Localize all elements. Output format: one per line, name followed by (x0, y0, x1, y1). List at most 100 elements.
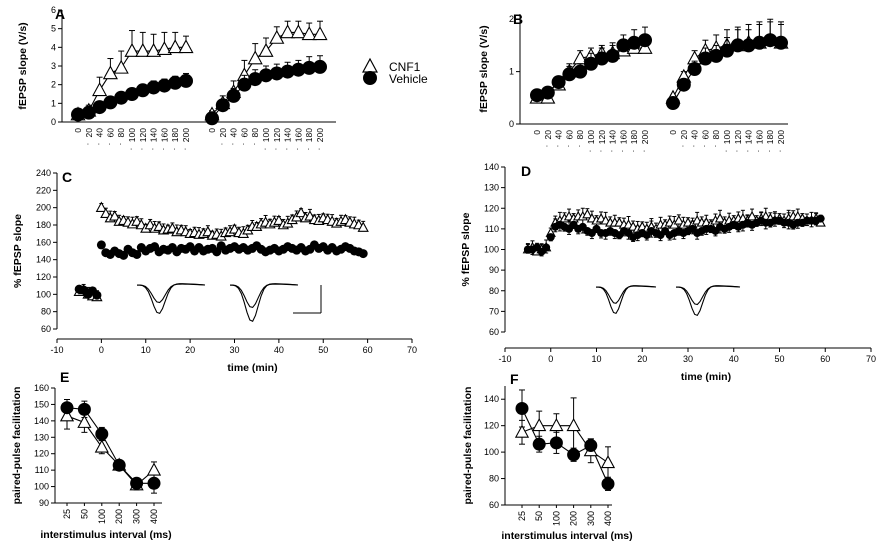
panel-d-y-tick-label: 60 (489, 327, 499, 337)
panel-c-x-tick-label: 0 (99, 345, 104, 355)
panel-a-x-tick-mark: . (152, 142, 154, 152)
panel-a-cnf1-point (290, 24, 306, 39)
panel-e-y-tick-label: 100 (34, 482, 49, 492)
panel-c-cnf1-point (295, 206, 307, 218)
panel-b-x-tick-mark: . (747, 144, 749, 154)
panel-c-inset-vehicle-trace-pre (229, 283, 299, 309)
panel-c-y-tick-label: 180 (36, 220, 51, 230)
panel-a-vehicle-point (226, 88, 241, 103)
panel-a-x-tick-mark: . (98, 136, 100, 146)
panel-f-x-tick-label: 100 (551, 511, 561, 526)
panel-b-vehicle-point (594, 51, 609, 66)
panel-c-cnf1-point (109, 210, 121, 221)
panel-a-cnf1-point (167, 39, 183, 54)
panel-a-x-tick-label: 60 (105, 128, 115, 138)
panel-a-x-tick-mark: . (275, 142, 277, 152)
panel-a-cnf1-point (146, 42, 162, 57)
panel-a-x-tick-label: 60 (239, 128, 249, 138)
panel-a-y-tick-label: 3 (51, 61, 56, 71)
panel-a-x-tick-mark: . (318, 142, 320, 152)
legend-cnf1-marker (361, 57, 379, 73)
panel-e-y-tick-label: 140 (34, 416, 49, 426)
panel-f-cnf1-point (566, 418, 581, 432)
panel-a-y-label: fEPSP slope (V/s) (17, 22, 29, 109)
panel-a-x-tick-label: 20 (84, 128, 94, 138)
panel-c-y-tick-label: 140 (36, 255, 51, 265)
panel-c-y-tick-label: 220 (36, 185, 51, 195)
panel-c-y-tick-label: 120 (36, 272, 51, 282)
panel-f-y-tick-label: 60 (489, 500, 499, 510)
panel-d-vehicle-point (816, 214, 825, 223)
panel-a-x-tick-label: 140 (283, 128, 293, 142)
panel-a-x-tick-label: 80 (250, 128, 260, 138)
panel-b-vehicle-point (584, 56, 598, 71)
panel-b-vehicle-point (730, 38, 745, 53)
panel-f-vehicle-point (584, 439, 598, 452)
panel-c-y-tick-label: 240 (36, 168, 51, 178)
panel-f-x-tick-label: 300 (586, 511, 596, 526)
panel-a-x-tick-label: 160 (293, 128, 303, 142)
panel-a-vehicle-point (280, 64, 295, 79)
panel-a-x-tick-mark: . (242, 136, 244, 146)
panel-b-vehicle-point (562, 67, 577, 82)
panel-a-vehicle-point (179, 73, 193, 88)
panel-a-x-tick-label: 120 (272, 128, 282, 142)
panel-b-y-label: fEPSP slope (V/s) (478, 25, 490, 112)
panel-a-cnf1-point (135, 42, 151, 57)
panel-c-y-tick-label: 160 (36, 237, 51, 247)
panel-b-x-tick-mark: . (682, 138, 684, 148)
panel-f-y-tick-label: 80 (489, 474, 499, 484)
panel-b-vehicle-point (638, 33, 652, 48)
panel-a-x-tick-label: 200 (181, 128, 191, 142)
panel-a-cnf1-point (92, 82, 108, 97)
panel-b-vehicle-point (741, 38, 756, 53)
panel-a-y-tick-label: 0 (51, 117, 56, 127)
panel-a-x-tick-label: 80 (116, 128, 126, 138)
panel-e-cnf1-point (59, 408, 75, 422)
panel-d-x-tick-label: 0 (548, 354, 553, 364)
panel-d-x-tick-label: 20 (637, 354, 647, 364)
panel-e-x-tick-label: 25 (62, 509, 72, 519)
panel-a-cnf1-point (113, 59, 129, 74)
panel-e-y-label: paired-pulse facilitation (11, 387, 23, 505)
panel-b-x-tick-label: 0 (532, 130, 542, 135)
panel-b-vehicle-point (551, 75, 566, 90)
panel-b-vehicle-point (530, 88, 544, 103)
panel-a-cnf1-point (247, 50, 263, 65)
panel-b-x-tick-label: 120 (733, 130, 743, 144)
panel-a-y-tick-label: 4 (51, 42, 56, 52)
legend-vehicle-marker (363, 71, 377, 85)
panel-c-x-label: time (min) (227, 362, 277, 374)
panel-f-x-tick-label: 400 (603, 511, 613, 526)
panel-e-x-tick-label: 200 (114, 509, 124, 524)
panel-c-cnf1-point (95, 201, 108, 212)
panel-a-vehicle-point (157, 78, 172, 93)
panel-b-x-tick-label: 180 (765, 130, 775, 144)
panel-f-x-label: interstimulus interval (ms) (501, 530, 632, 542)
panel-c-inset-cnf1-trace-pre (136, 283, 206, 304)
panel-c-vehicle-point (96, 240, 106, 250)
panel-d-y-tick-label: 70 (489, 306, 499, 316)
panel-b-x-tick-label: 20 (679, 130, 689, 140)
panel-c-vehicle-point (132, 249, 142, 259)
panel-a-vehicle-point (135, 83, 150, 98)
panel-a-vehicle-point (248, 72, 263, 87)
panel-c-label: C (62, 169, 72, 185)
panel-d-cnf1-point (582, 208, 593, 219)
panel-d-x-tick-label: 10 (591, 354, 601, 364)
panel-f-vehicle-point (601, 477, 615, 491)
panel-c-y-tick-label: 60 (41, 324, 51, 334)
panel-d-x-tick-label: 40 (729, 354, 739, 364)
panel-c-y-label: % fEPSP slope (12, 214, 24, 288)
panel-d-x-tick-label: 60 (820, 354, 830, 364)
panel-f-vehicle-point (549, 436, 563, 450)
panel-a-vehicle-point (71, 107, 85, 122)
panel-b-vehicle-point (616, 38, 631, 53)
panel-d-y-tick-label: 100 (484, 245, 499, 255)
panel-c-x-tick-label: 60 (363, 345, 373, 355)
panel-d-inset-cnf1-trace-pre (595, 285, 657, 304)
panel-a-x-tick-label: 0 (207, 128, 217, 133)
panel-d-cnf1-point (714, 212, 726, 223)
panel-d-vehicle-point (546, 233, 555, 242)
